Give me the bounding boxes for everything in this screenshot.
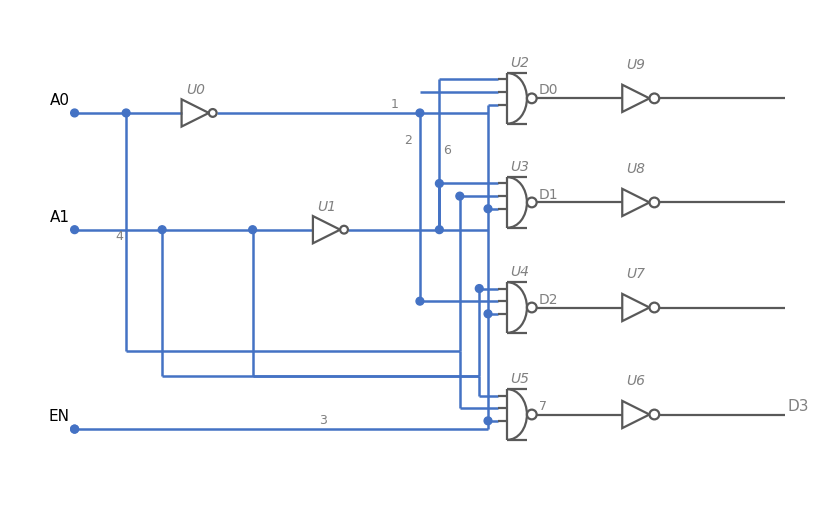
- Circle shape: [71, 426, 78, 433]
- Circle shape: [435, 180, 443, 188]
- Text: D2: D2: [539, 292, 558, 306]
- Text: A0: A0: [50, 93, 70, 108]
- Text: D3: D3: [787, 398, 809, 413]
- Circle shape: [416, 110, 424, 118]
- Circle shape: [484, 417, 492, 425]
- Circle shape: [71, 227, 78, 234]
- Text: U1: U1: [317, 200, 336, 214]
- Text: U6: U6: [626, 374, 646, 387]
- Text: U3: U3: [510, 160, 530, 174]
- Text: U9: U9: [626, 58, 646, 72]
- Text: 6: 6: [443, 144, 451, 156]
- Text: 1: 1: [391, 98, 399, 111]
- Circle shape: [484, 310, 492, 318]
- Text: 2: 2: [404, 134, 412, 147]
- Text: 4: 4: [115, 230, 123, 243]
- Text: D1: D1: [539, 187, 558, 201]
- Text: A1: A1: [50, 209, 70, 224]
- Text: U8: U8: [626, 162, 646, 176]
- Text: D0: D0: [539, 83, 558, 97]
- Circle shape: [71, 426, 78, 433]
- Circle shape: [435, 227, 443, 234]
- Text: 7: 7: [539, 399, 546, 412]
- Circle shape: [249, 227, 257, 234]
- Text: U5: U5: [510, 372, 530, 386]
- Text: U0: U0: [186, 83, 204, 97]
- Text: 3: 3: [319, 413, 327, 427]
- Circle shape: [475, 285, 483, 293]
- Circle shape: [71, 110, 78, 118]
- Text: U4: U4: [510, 265, 530, 279]
- Circle shape: [158, 227, 166, 234]
- Text: U2: U2: [510, 56, 530, 70]
- Circle shape: [456, 193, 464, 201]
- Circle shape: [123, 110, 130, 118]
- Text: U7: U7: [626, 267, 646, 281]
- Text: EN: EN: [48, 408, 70, 423]
- Circle shape: [416, 298, 424, 305]
- Circle shape: [484, 206, 492, 213]
